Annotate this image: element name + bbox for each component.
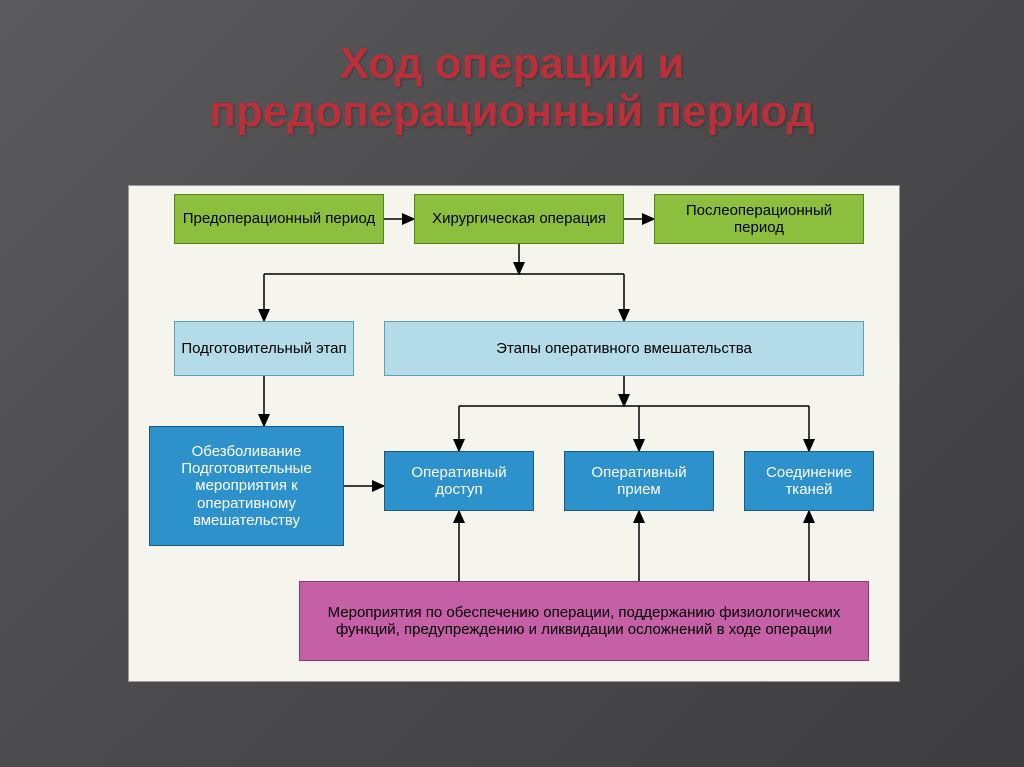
slide-title: Ход операции и предоперационный период xyxy=(0,0,1024,137)
node-anesth: Обезболивание Подготовительные мероприят… xyxy=(149,426,344,546)
slide: Ход операции и предоперационный период П… xyxy=(0,0,1024,767)
node-surgery: Хирургическая операция xyxy=(414,194,624,244)
node-stages: Этапы оперативного вмешательства xyxy=(384,321,864,376)
node-prep: Подготовительный этап xyxy=(174,321,354,376)
flowchart-diagram: Предоперационный период Хирургическая опе… xyxy=(128,185,900,682)
node-postop: Послеоперационный период xyxy=(654,194,864,244)
node-preop: Предоперационный период xyxy=(174,194,384,244)
node-technique: Оперативный прием xyxy=(564,451,714,511)
title-line-1: Ход операции и xyxy=(340,39,685,88)
node-support: Мероприятия по обеспечению операции, под… xyxy=(299,581,869,661)
node-access: Оперативный доступ xyxy=(384,451,534,511)
node-closure: Соединение тканей xyxy=(744,451,874,511)
title-line-2: предоперационный период xyxy=(209,87,814,136)
